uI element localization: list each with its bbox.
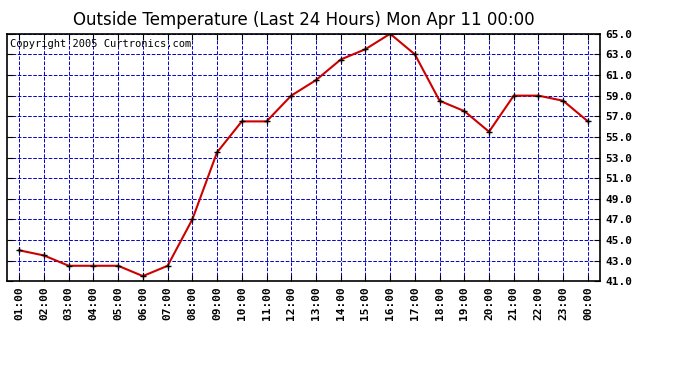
Title: Outside Temperature (Last 24 Hours) Mon Apr 11 00:00: Outside Temperature (Last 24 Hours) Mon … <box>72 11 535 29</box>
Text: Copyright 2005 Curtronics.com: Copyright 2005 Curtronics.com <box>10 39 191 49</box>
